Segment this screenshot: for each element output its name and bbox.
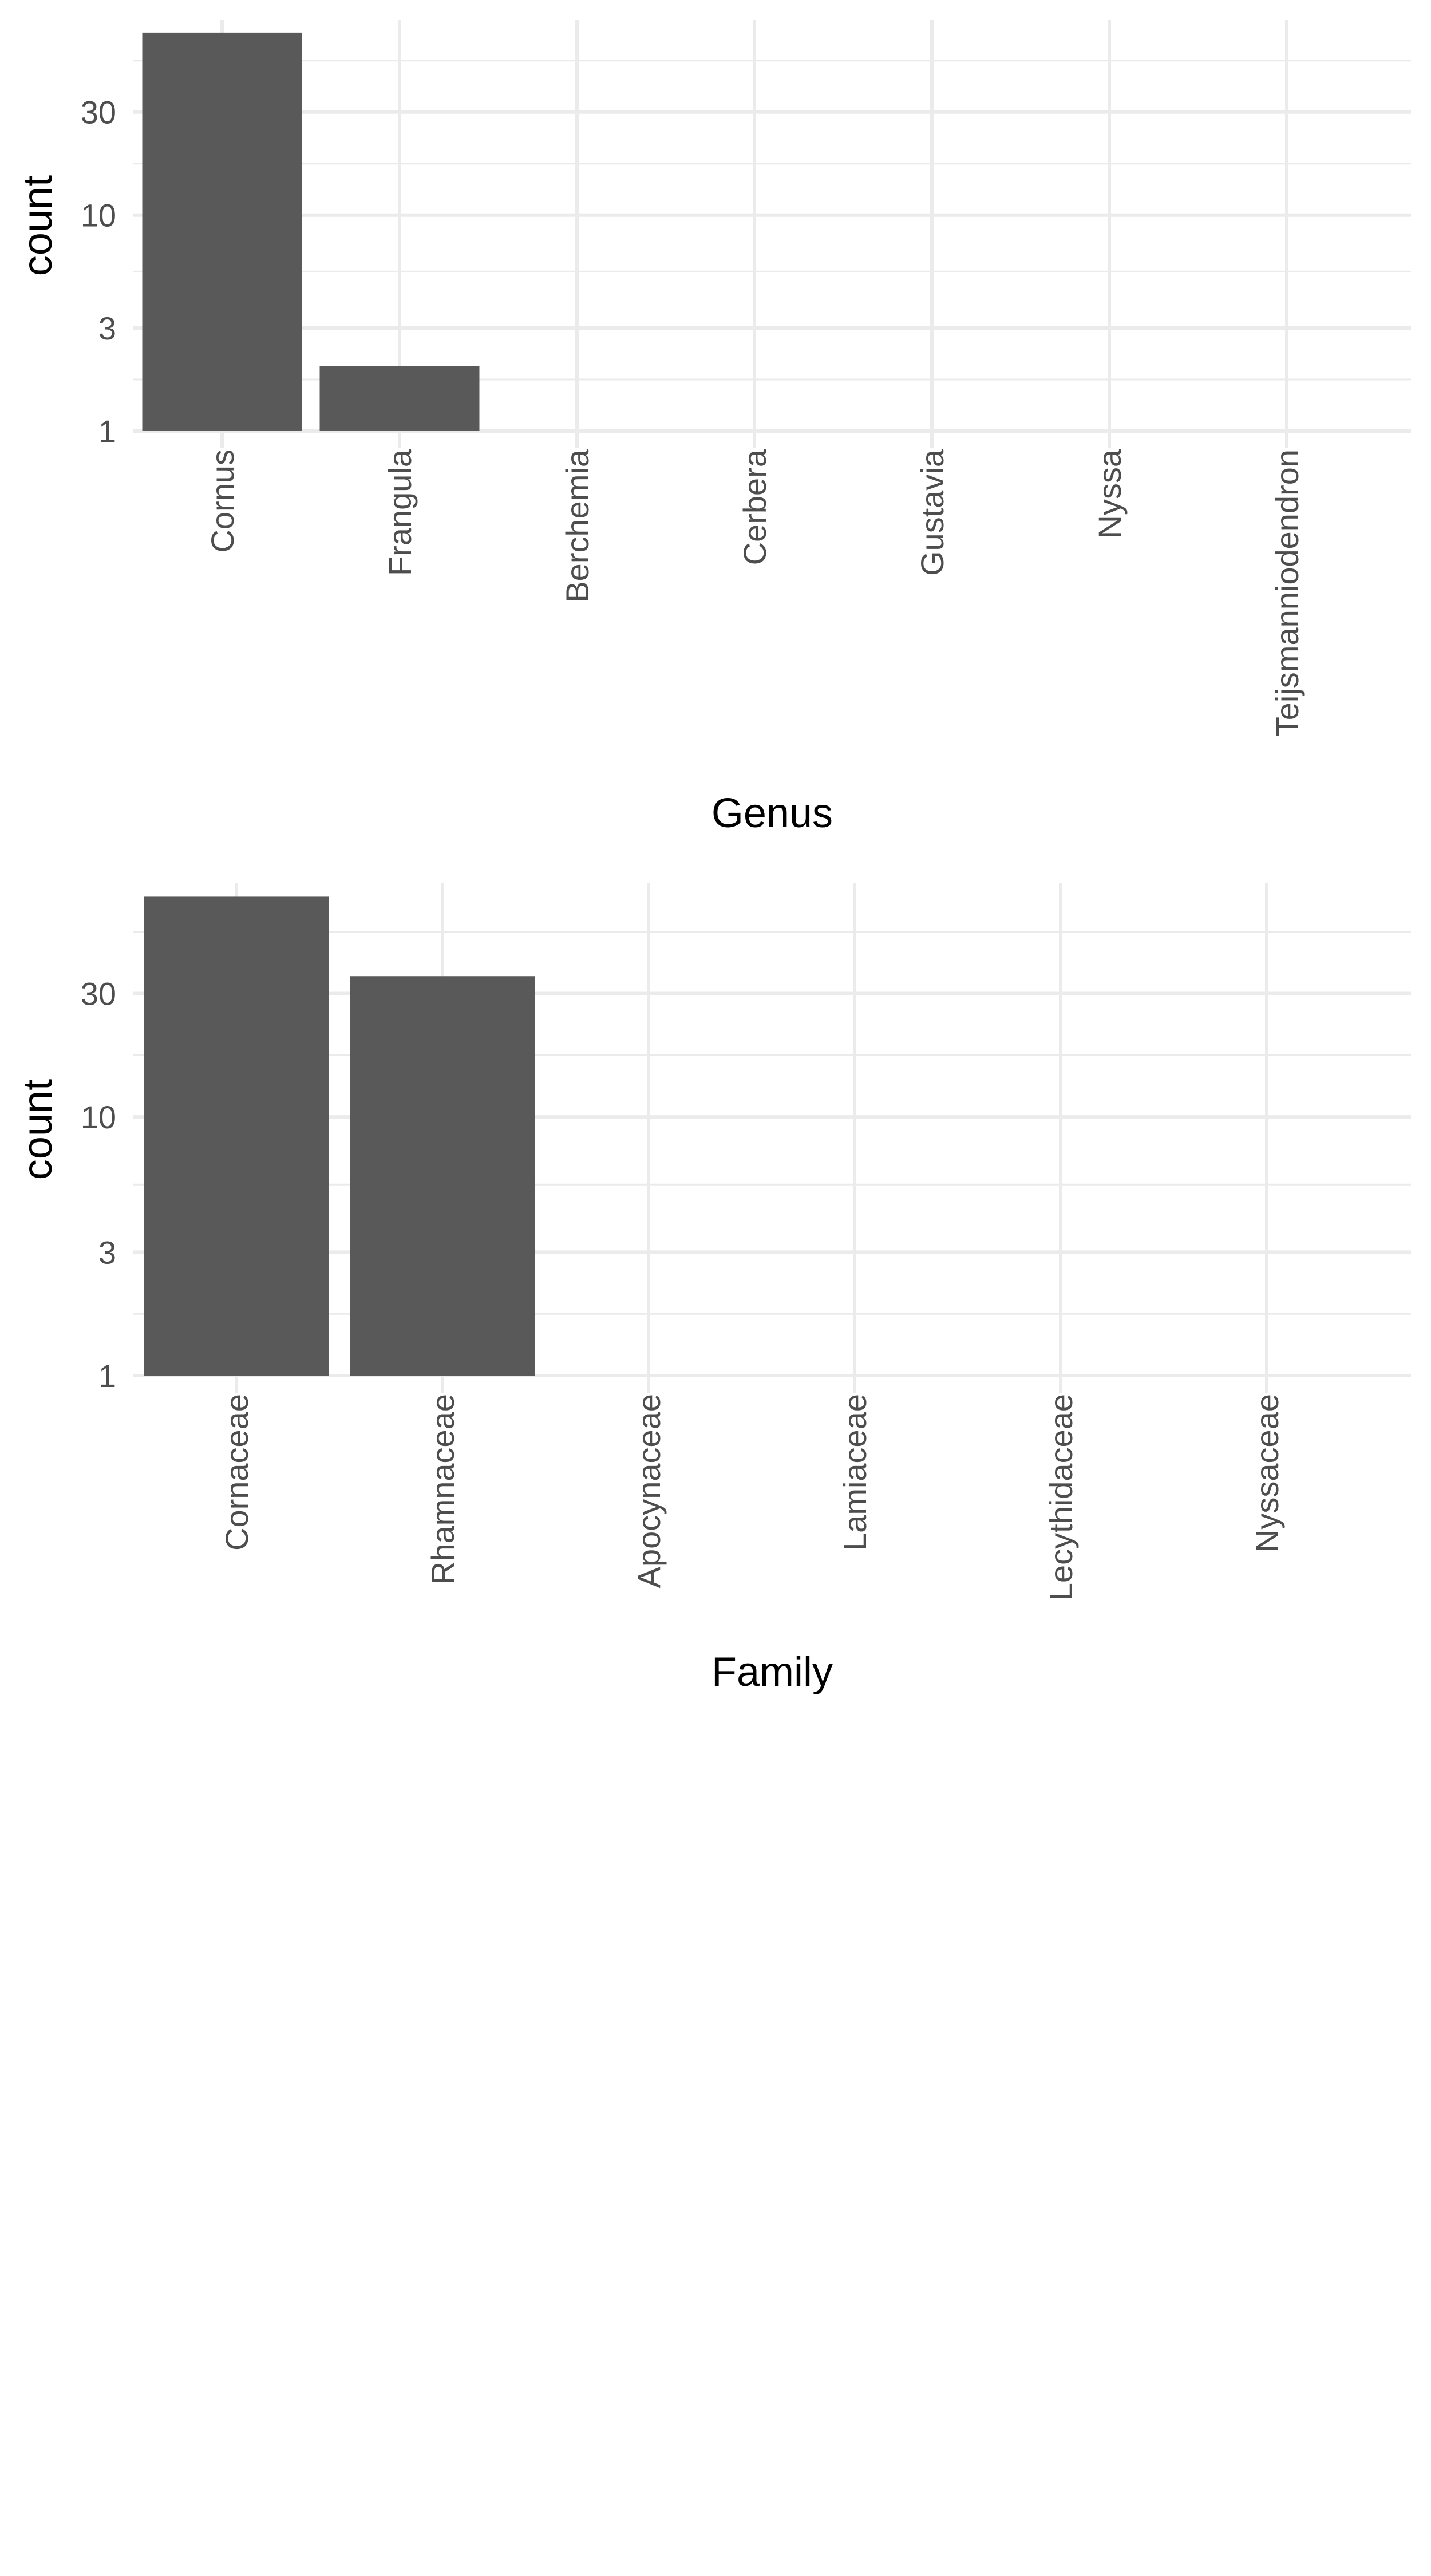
y-tick-label-1: 1: [98, 413, 116, 449]
x-tick-label-lecythidaceae: Lecythidaceae: [1043, 1394, 1079, 1601]
y-axis-title: count: [15, 175, 61, 276]
x-tick-label-apocynaceae: Apocynaceae: [631, 1394, 667, 1588]
bar-frangula: [319, 366, 480, 431]
x-tick-label-lamiaceae: Lamiaceae: [837, 1394, 873, 1551]
x-axis-title: Genus: [711, 791, 833, 836]
y-tick-label-10: 10: [81, 1099, 116, 1135]
bar-cornaceae: [144, 896, 329, 1376]
bar-cornus: [142, 32, 302, 431]
x-tick-label-berchemia: Berchemia: [559, 449, 595, 603]
bar-rhamnaceae: [350, 976, 535, 1376]
y-tick-label-3: 3: [98, 1234, 116, 1270]
y-axis-title: count: [15, 1079, 61, 1180]
x-tick-label-cornaceae: Cornaceae: [219, 1394, 255, 1551]
family-chart: 1 3 10 30 Cornaceae Rhamnaceae Apocynaceae Lami…: [15, 883, 1411, 1695]
x-tick-label-gustavia: Gustavia: [914, 449, 950, 576]
x-tick-label-frangula: Frangula: [382, 449, 418, 576]
genus-chart: 1 3 10 30 Cornus Frangula Berchemia Cerbera Gust…: [15, 20, 1411, 836]
x-tick-label-cerbera: Cerbera: [737, 449, 773, 565]
x-tick-label-cornus: Cornus: [204, 449, 240, 553]
x-axis-title: Family: [711, 1649, 833, 1695]
x-tick-label-nyssa: Nyssa: [1092, 449, 1128, 538]
y-tick-label-30: 30: [81, 94, 116, 131]
y-tick-label-1: 1: [98, 1358, 116, 1394]
y-tick-label-3: 3: [98, 310, 116, 346]
y-tick-label-30: 30: [81, 975, 116, 1012]
x-tick-label-nyssaceae: Nyssaceae: [1249, 1394, 1285, 1552]
x-tick-label-teijsmanniodendron: Teijsmanniodendron: [1269, 449, 1305, 736]
x-tick-label-rhamnaceae: Rhamnaceae: [425, 1394, 461, 1585]
y-tick-label-10: 10: [81, 197, 116, 234]
